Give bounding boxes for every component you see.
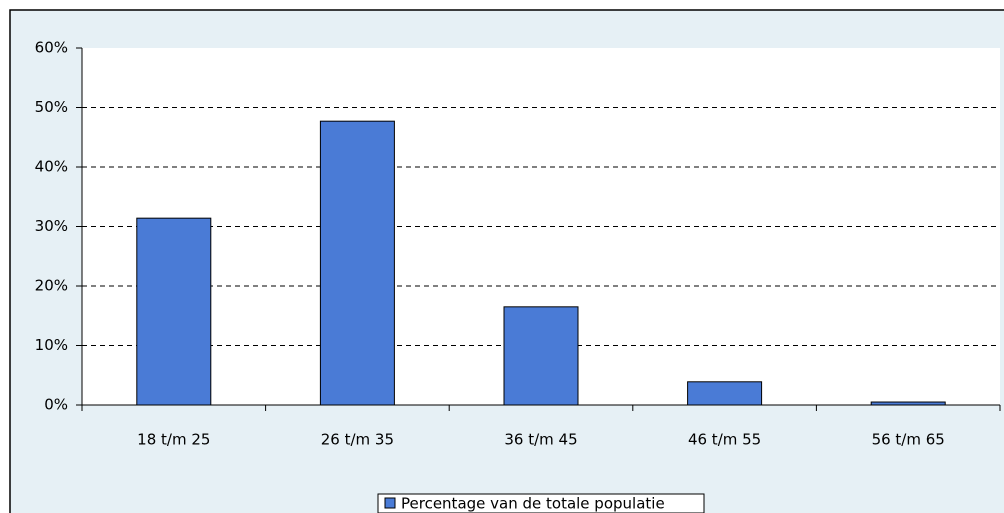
x-tick-label: 18 t/m 25 — [137, 431, 210, 449]
legend-label: Percentage van de totale populatie — [401, 495, 665, 513]
bar — [136, 217, 212, 406]
y-tick-label: 30% — [35, 217, 68, 235]
x-tick-label: 56 t/m 65 — [872, 431, 945, 449]
x-tick-label: 46 t/m 55 — [688, 431, 761, 449]
y-tick-label: 0% — [44, 396, 68, 414]
y-tick-label: 50% — [35, 98, 68, 116]
y-tick-label: 60% — [35, 39, 68, 57]
y-tick-label: 40% — [35, 158, 68, 176]
bar — [319, 120, 395, 406]
y-tick-label: 20% — [35, 277, 68, 295]
x-tick-label: 26 t/m 35 — [321, 431, 394, 449]
bar — [687, 381, 763, 406]
y-tick-label: 10% — [35, 336, 68, 354]
bar — [870, 401, 946, 406]
x-tick-label: 36 t/m 45 — [504, 431, 577, 449]
legend-swatch — [384, 497, 396, 509]
legend-box — [377, 493, 705, 513]
bar — [503, 306, 579, 406]
